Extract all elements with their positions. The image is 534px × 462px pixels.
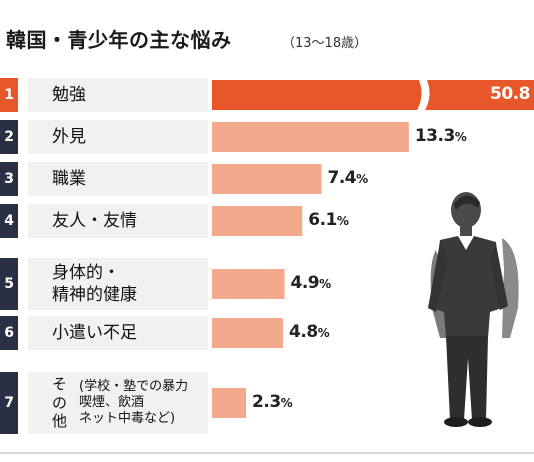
rank-number: 4 xyxy=(4,213,14,229)
category-label-text: 友人・友情 xyxy=(52,210,137,231)
value-label: 2.3% xyxy=(252,392,293,412)
bar xyxy=(212,318,284,348)
bottom-divider xyxy=(0,452,534,454)
rank-number: 6 xyxy=(4,325,14,341)
category-label: 外見 xyxy=(28,120,208,154)
bar xyxy=(212,80,534,110)
value-number: 50.8 xyxy=(490,84,530,104)
rank-number: 1 xyxy=(4,87,14,103)
value-number: 2.3 xyxy=(252,392,281,412)
rank-badge: 6 xyxy=(0,316,18,350)
rank-badge: 2 xyxy=(0,120,18,154)
bar xyxy=(212,269,285,299)
category-label-text: 小遣い不足 xyxy=(52,322,137,343)
value-label: 4.8% xyxy=(289,322,330,342)
bar xyxy=(212,122,409,152)
bar xyxy=(212,164,322,194)
value-label: 4.9% xyxy=(290,273,332,293)
category-label-text: 職業 xyxy=(52,168,86,189)
value-unit: % xyxy=(454,130,467,144)
axis-break-mark xyxy=(416,78,430,112)
rank-badge: 1 xyxy=(0,78,18,112)
category-label-text: 外見 xyxy=(52,126,86,147)
rank-badge: 5 xyxy=(0,258,18,310)
category-label: その他 (学校・塾での暴力 喫煙、飲酒 ネット中毒など) xyxy=(28,372,208,434)
value-label: 6.1% xyxy=(308,210,349,230)
category-label-text: 勉強 xyxy=(52,84,86,105)
category-label: 友人・友情 xyxy=(28,204,208,238)
bar xyxy=(212,388,247,418)
category-label-text: その他 xyxy=(52,374,68,431)
rank-number: 2 xyxy=(4,129,14,145)
value-number: 6.1 xyxy=(308,210,337,230)
value-number: 7.4 xyxy=(327,168,357,188)
value-unit: % xyxy=(336,214,349,228)
chart-subtitle: （13〜18歳） xyxy=(282,36,368,51)
category-note: (学校・塾での暴力 喫煙、飲酒 ネット中毒など) xyxy=(79,378,189,427)
value-label: 50.8 xyxy=(490,84,530,104)
value-unit: % xyxy=(356,172,368,186)
value-unit: % xyxy=(319,277,331,291)
category-label: 小遣い不足 xyxy=(28,316,208,350)
student-with-backpack-icon xyxy=(428,192,519,427)
rank-badge: 4 xyxy=(0,204,18,238)
category-label: 職業 xyxy=(28,162,208,196)
category-label: 身体的・ 精神的健康 xyxy=(28,258,208,310)
value-number: 4.9 xyxy=(290,273,320,293)
rank-number: 5 xyxy=(4,276,14,292)
value-unit: % xyxy=(317,326,330,340)
value-number: 13.3 xyxy=(414,126,455,146)
value-unit: % xyxy=(280,396,293,410)
value-label: 7.4% xyxy=(327,168,369,188)
rank-number: 3 xyxy=(4,171,14,187)
rank-badge: 7 xyxy=(0,372,18,434)
category-label-text: 身体的・ 精神的健康 xyxy=(52,262,137,305)
chart-title: 韓国・青少年の主な悩み xyxy=(6,28,232,52)
bar xyxy=(212,206,303,236)
value-number: 4.8 xyxy=(289,322,318,342)
category-label: 勉強 xyxy=(28,78,208,112)
rank-badge: 3 xyxy=(0,162,18,196)
value-label: 13.3% xyxy=(414,126,467,146)
rank-number: 7 xyxy=(4,395,14,411)
